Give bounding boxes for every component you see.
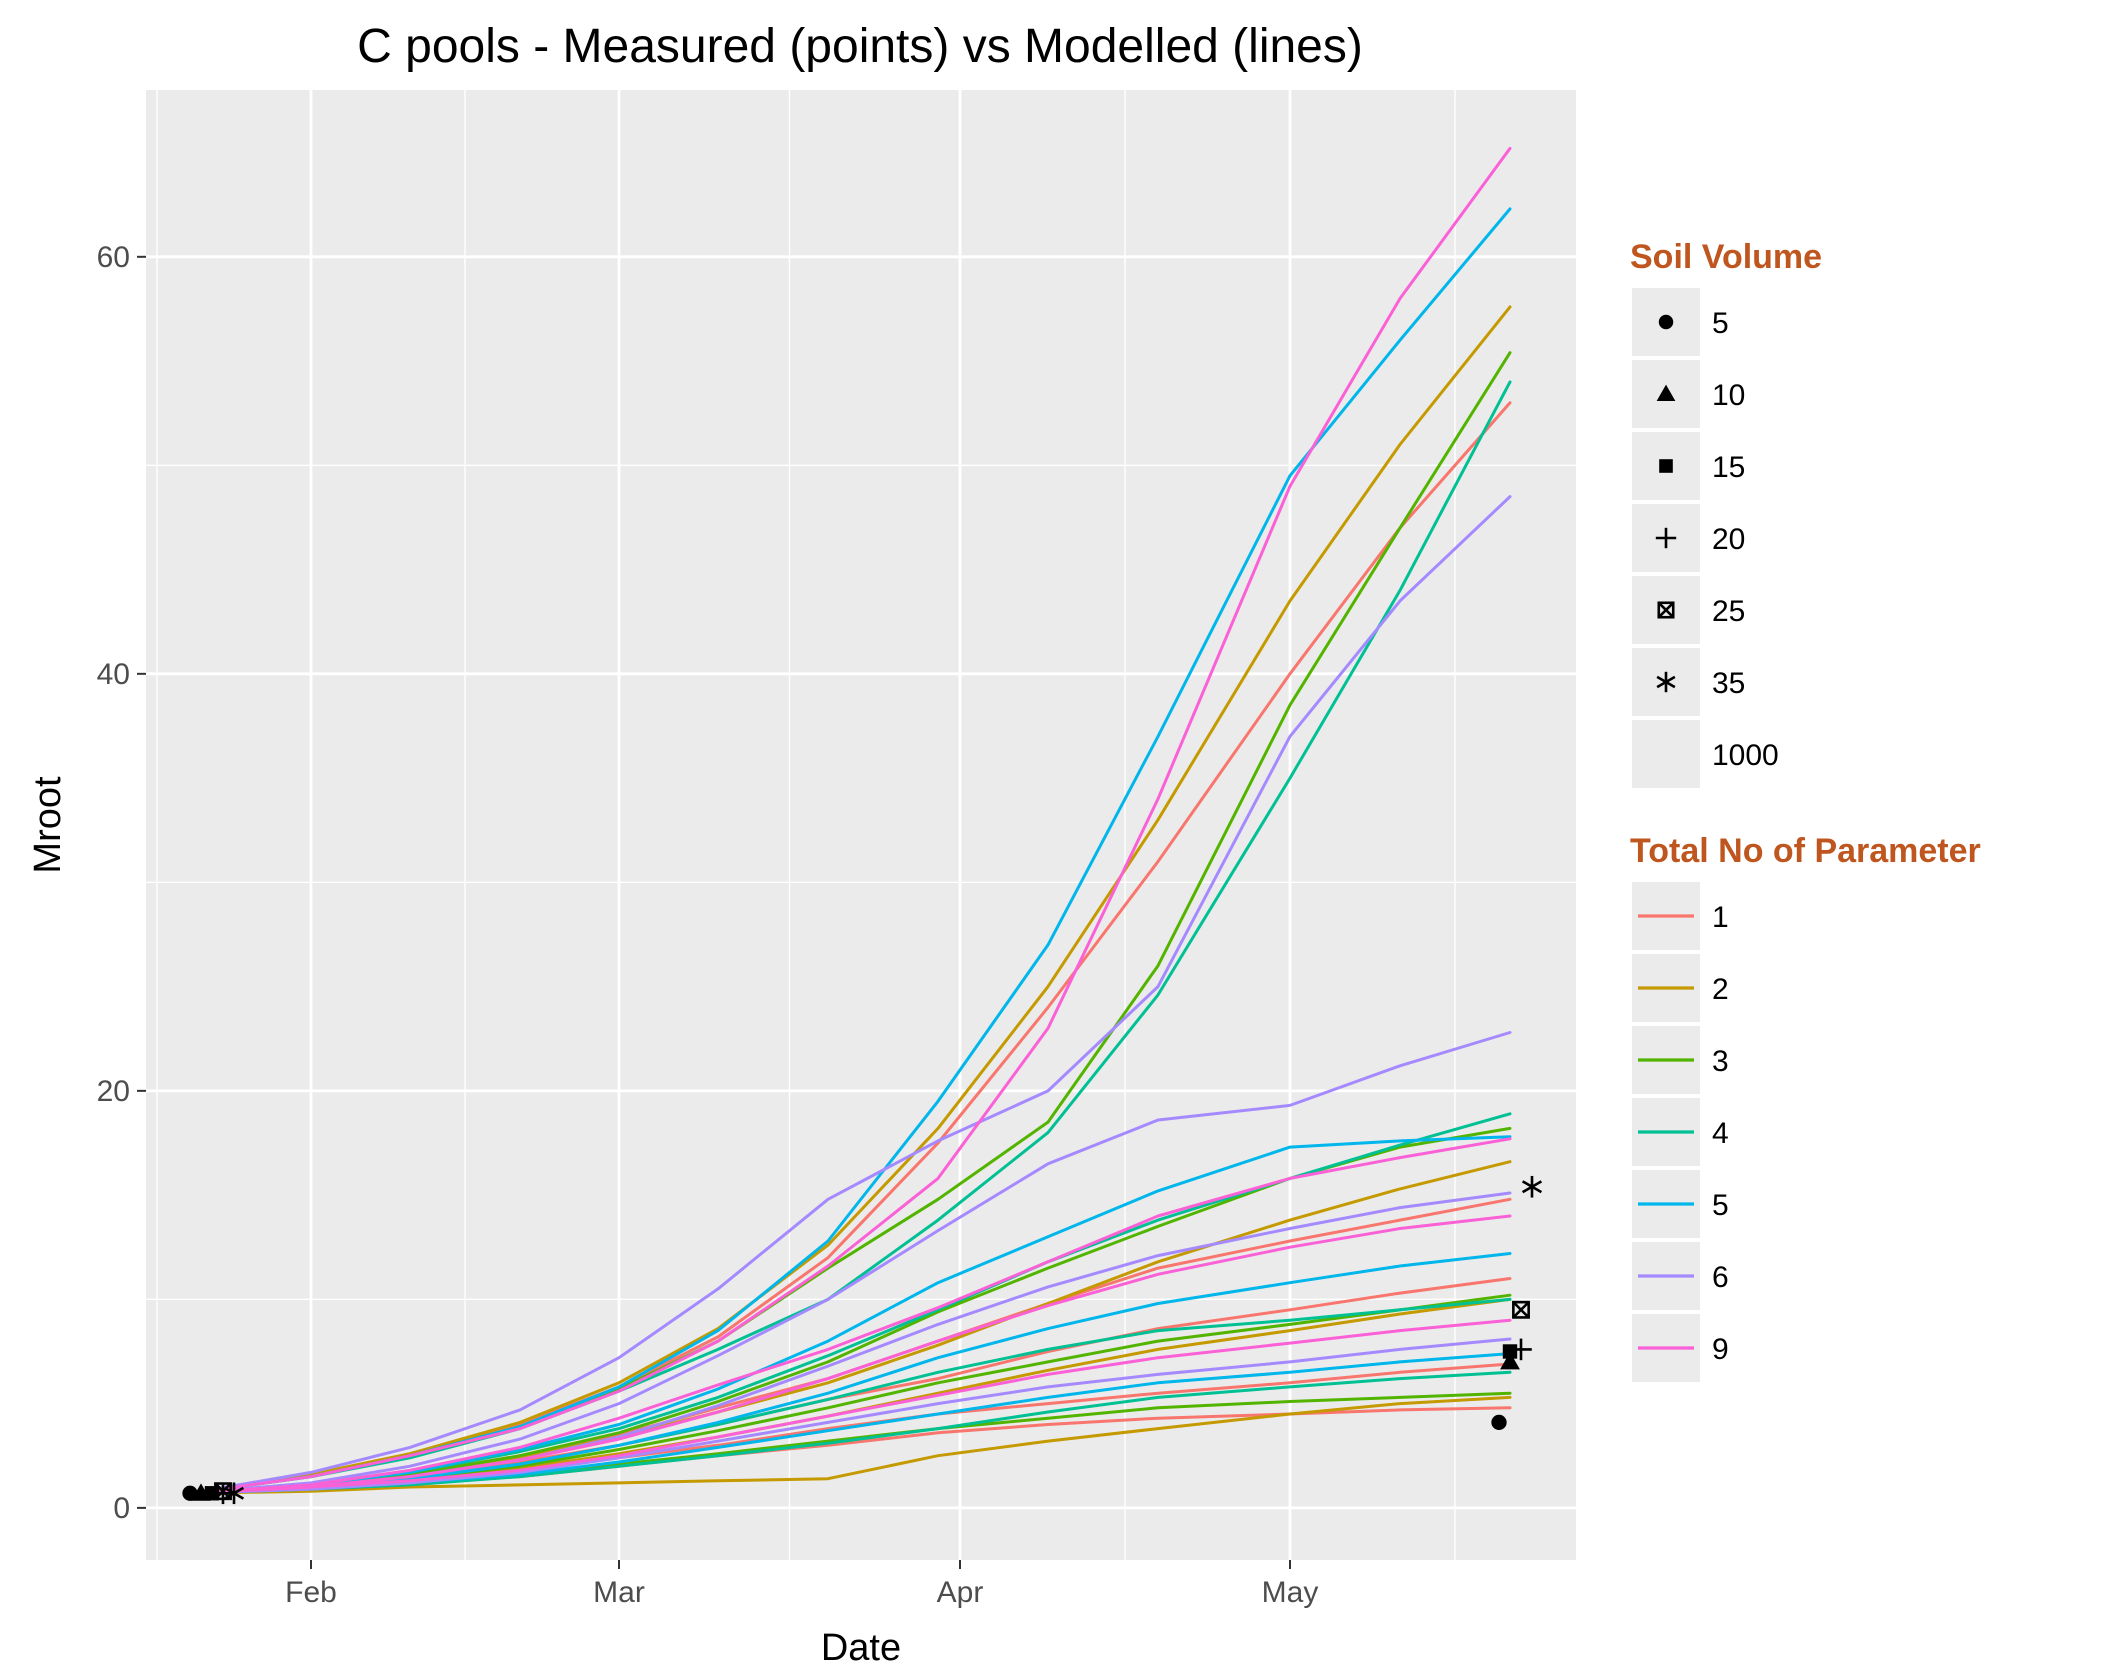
series-line-param-2: [188, 305, 1512, 1495]
measured-point-circle: [1491, 1414, 1507, 1431]
legend-label: 4: [1712, 1117, 1729, 1150]
series-line-param-6: [188, 1031, 1512, 1495]
legend-shape-asterisk: [1656, 671, 1676, 693]
legend-entry-20: 20: [1632, 504, 1745, 572]
legend-label: 3: [1712, 1045, 1729, 1078]
legend-entry-5: 5: [1632, 288, 1729, 356]
legend-entry-3: 3: [1632, 1026, 1729, 1094]
legend-entry-2: 2: [1632, 954, 1729, 1022]
legend-shape-triangle: [1656, 384, 1676, 402]
boxed-x-marker-d2: [1512, 1301, 1530, 1319]
circle-marker: [1491, 1414, 1507, 1431]
legend-label: 10: [1712, 379, 1745, 412]
legend-entry-5: 5: [1632, 1170, 1729, 1238]
y-tick-label: 60: [97, 241, 130, 274]
legend-label: 6: [1712, 1261, 1729, 1294]
y-tick-label: 0: [113, 1492, 130, 1525]
x-axis-title: Date: [821, 1627, 901, 1669]
legend-entry-1000: 1000: [1632, 720, 1779, 788]
legend-label: 35: [1712, 667, 1745, 700]
chart-title: C pools - Measured (points) vs Modelled …: [357, 20, 1363, 73]
legend-shape-boxed-x: [1657, 601, 1675, 619]
series-lines: [188, 146, 1512, 1495]
measured-point-asterisk: [1521, 1175, 1543, 1198]
x-tick-label: Feb: [285, 1576, 337, 1609]
y-tick-label: 40: [97, 658, 130, 691]
legend-label: 1000: [1712, 739, 1779, 772]
y-axis-title: Mroot: [27, 776, 69, 874]
legend-entry-15: 15: [1632, 432, 1745, 500]
legend-entry-9: 9: [1632, 1314, 1729, 1382]
triangle-marker: [1656, 384, 1676, 402]
measured-point-plus: [1510, 1338, 1532, 1361]
circle-marker: [1658, 314, 1674, 330]
plot-panel: [146, 90, 1576, 1560]
boxed-x-marker-d2: [1657, 601, 1675, 619]
square-marker: [1659, 459, 1673, 473]
square-marker: [1502, 1344, 1518, 1359]
legend-title: Total No of Parameter: [1630, 832, 1981, 870]
triangle-marker: [1500, 1352, 1520, 1370]
legend-entry-10: 10: [1632, 360, 1745, 428]
legend-label: 25: [1712, 595, 1745, 628]
series-line-param-2: [188, 1395, 1512, 1495]
legend-label: 5: [1712, 307, 1729, 340]
legend-label: 1: [1712, 901, 1729, 934]
series-line-param-5: [188, 1252, 1512, 1495]
boxed-x-marker-box: [1512, 1300, 1530, 1319]
legend-title: Soil Volume: [1630, 238, 1822, 276]
series-line-param-9: [188, 1214, 1512, 1495]
legend-entry-6: 6: [1632, 1242, 1729, 1310]
grid-lines: [146, 90, 1576, 1560]
series-line-param-4: [188, 1370, 1512, 1495]
series-line-param-9: [188, 1318, 1512, 1495]
boxed-x-marker-box: [1657, 601, 1675, 619]
legend-label: 15: [1712, 451, 1745, 484]
legend-entry-35: 35: [1632, 648, 1745, 716]
legend-entry-4: 4: [1632, 1098, 1729, 1166]
x-tick-label: Apr: [937, 1576, 984, 1609]
legend-key: [1632, 720, 1700, 788]
asterisk-marker-d2: [223, 1486, 245, 1500]
y-tick-label: 20: [97, 1075, 130, 1108]
legend-label: 2: [1712, 973, 1729, 1006]
legend-label: 20: [1712, 523, 1745, 556]
measured-points: [182, 1175, 1543, 1505]
series-line-param-6: [188, 1337, 1512, 1495]
boxed-x-marker-d2: [214, 1482, 232, 1500]
legend-entry-1: 1: [1632, 882, 1729, 950]
legend-label: 9: [1712, 1333, 1729, 1366]
series-line-param-5: [188, 1135, 1512, 1495]
measured-point-boxed-x: [1512, 1300, 1530, 1319]
legend-shape-circle: [1658, 314, 1674, 330]
legend-entry-25: 25: [1632, 576, 1745, 644]
series-line-param-9: [188, 146, 1512, 1495]
legend-label: 5: [1712, 1189, 1729, 1222]
x-tick-label: May: [1262, 1576, 1319, 1609]
measured-point-square: [1502, 1344, 1518, 1359]
legend-shape-square: [1659, 459, 1673, 473]
measured-point-asterisk: [223, 1482, 245, 1505]
legend-shape-plus: [1655, 527, 1677, 549]
series-line-param-6: [188, 495, 1512, 1495]
x-tick-label: Mar: [593, 1576, 645, 1609]
axes: 0 20 40 60 Feb Mar Apr May: [97, 241, 1319, 1609]
asterisk-marker-d2: [1656, 675, 1676, 689]
series-line-param-9: [188, 1137, 1512, 1495]
asterisk-marker-d2: [1521, 1180, 1543, 1194]
measured-point-triangle: [1500, 1352, 1520, 1370]
